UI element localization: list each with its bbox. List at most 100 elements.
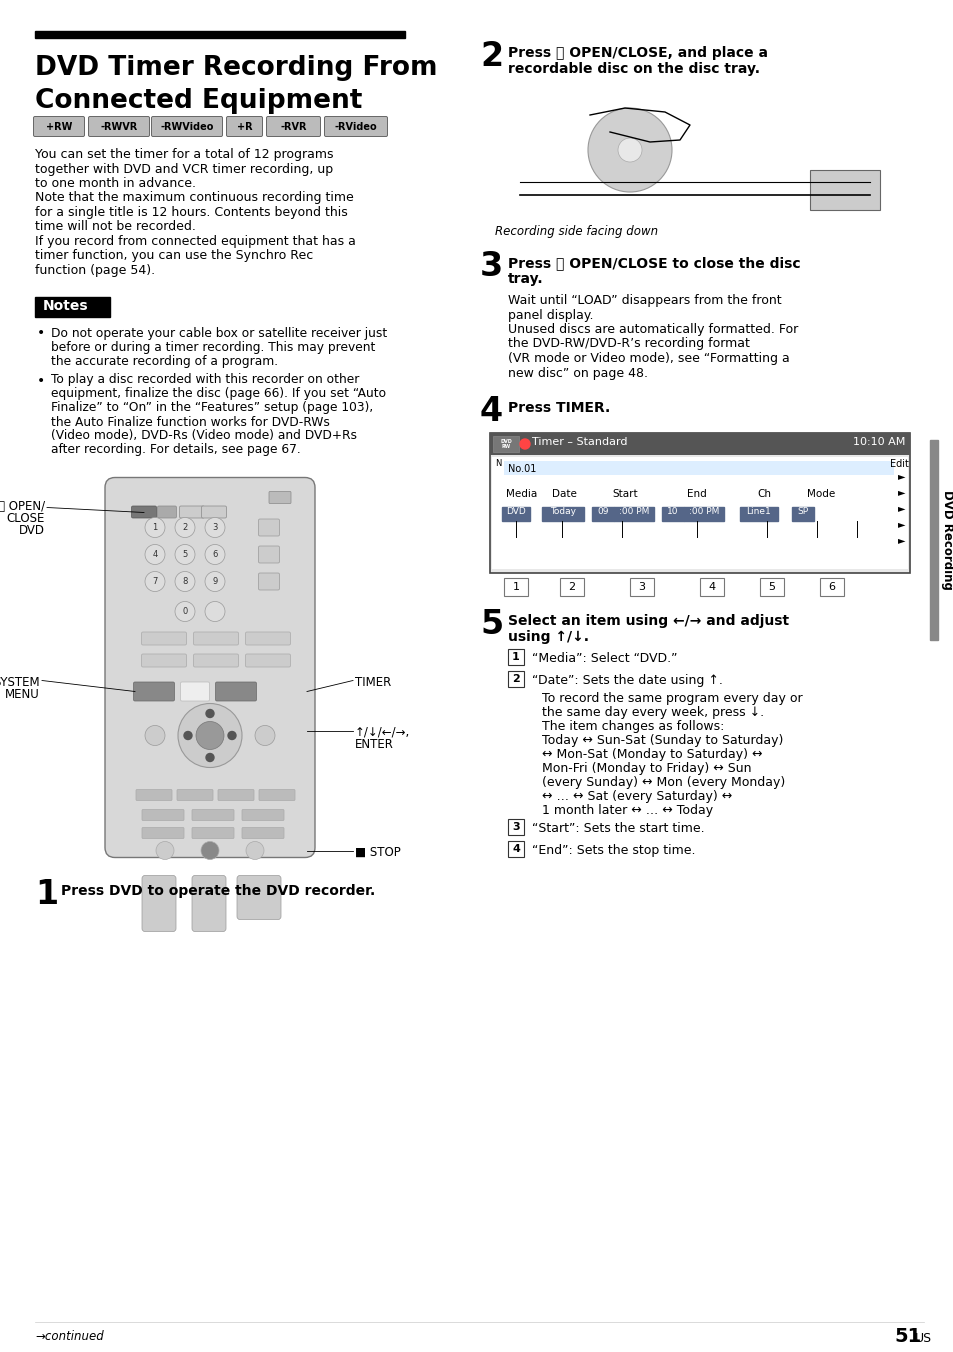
Bar bbox=[490, 91, 889, 220]
Text: Notes: Notes bbox=[43, 299, 89, 312]
Text: CLOSE: CLOSE bbox=[7, 511, 45, 525]
Text: ↔ Mon-Sat (Monday to Saturday) ↔: ↔ Mon-Sat (Monday to Saturday) ↔ bbox=[541, 748, 761, 761]
Text: ↑/↓/←/→,: ↑/↓/←/→, bbox=[355, 726, 410, 738]
Text: DVD
RW: DVD RW bbox=[499, 438, 512, 449]
Text: together with DVD and VCR timer recording, up: together with DVD and VCR timer recordin… bbox=[35, 162, 333, 176]
Text: ►: ► bbox=[897, 519, 904, 529]
Bar bbox=[592, 507, 614, 521]
FancyBboxPatch shape bbox=[192, 876, 226, 932]
Text: 10:10 AM: 10:10 AM bbox=[852, 437, 904, 448]
Circle shape bbox=[254, 726, 274, 745]
Circle shape bbox=[145, 518, 165, 538]
Text: “End”: Sets the stop time.: “End”: Sets the stop time. bbox=[532, 844, 695, 857]
Text: •: • bbox=[37, 373, 45, 388]
Text: the Auto Finalize function works for DVD-RWs: the Auto Finalize function works for DVD… bbox=[51, 415, 330, 429]
FancyBboxPatch shape bbox=[242, 827, 284, 838]
Circle shape bbox=[206, 753, 213, 761]
Bar bbox=[661, 507, 683, 521]
Text: before or during a timer recording. This may prevent: before or during a timer recording. This… bbox=[51, 341, 375, 353]
Text: 2: 2 bbox=[568, 581, 575, 592]
Text: 3: 3 bbox=[213, 523, 217, 531]
Text: 1: 1 bbox=[35, 877, 58, 910]
Text: Recording side facing down: Recording side facing down bbox=[495, 224, 658, 238]
Text: 2: 2 bbox=[479, 41, 502, 73]
Text: to one month in advance.: to one month in advance. bbox=[35, 177, 195, 191]
FancyBboxPatch shape bbox=[180, 681, 210, 700]
Text: :00 PM: :00 PM bbox=[618, 507, 648, 516]
FancyBboxPatch shape bbox=[141, 631, 186, 645]
Text: Start: Start bbox=[612, 489, 637, 499]
Text: DVD Timer Recording From: DVD Timer Recording From bbox=[35, 55, 437, 81]
FancyBboxPatch shape bbox=[141, 654, 186, 667]
Text: End: End bbox=[686, 489, 706, 499]
Text: 1: 1 bbox=[512, 652, 519, 662]
Text: ►: ► bbox=[897, 535, 904, 545]
Text: Mon-Fri (Monday to Friday) ↔ Sun: Mon-Fri (Monday to Friday) ↔ Sun bbox=[541, 763, 751, 775]
Text: (every Sunday) ↔ Mon (every Monday): (every Sunday) ↔ Mon (every Monday) bbox=[541, 776, 784, 790]
Circle shape bbox=[206, 710, 213, 718]
Text: If you record from connected equipment that has a: If you record from connected equipment t… bbox=[35, 235, 355, 247]
Text: Press TIMER.: Press TIMER. bbox=[507, 402, 610, 415]
Circle shape bbox=[145, 572, 165, 592]
Bar bbox=[490, 433, 909, 573]
Text: Connected Equipment: Connected Equipment bbox=[35, 88, 362, 114]
Text: The item changes as follows:: The item changes as follows: bbox=[541, 721, 723, 733]
Text: (VR mode or Video mode), see “Formatting a: (VR mode or Video mode), see “Formatting… bbox=[507, 352, 789, 365]
FancyBboxPatch shape bbox=[258, 546, 279, 562]
FancyBboxPatch shape bbox=[245, 631, 291, 645]
Text: Press ⤒ OPEN/CLOSE, and place a: Press ⤒ OPEN/CLOSE, and place a bbox=[507, 46, 767, 59]
FancyBboxPatch shape bbox=[245, 654, 291, 667]
Text: DVD: DVD bbox=[506, 507, 525, 516]
Bar bbox=[700, 579, 723, 596]
Text: Note that the maximum continuous recording time: Note that the maximum continuous recordi… bbox=[35, 192, 354, 204]
Circle shape bbox=[228, 731, 235, 740]
Bar bbox=[493, 435, 518, 452]
Bar bbox=[503, 579, 527, 596]
Text: 1 month later ↔ … ↔ Today: 1 month later ↔ … ↔ Today bbox=[541, 804, 713, 817]
Text: the accurate recording of a program.: the accurate recording of a program. bbox=[51, 354, 278, 368]
FancyBboxPatch shape bbox=[152, 116, 222, 137]
Text: using ↑/↓.: using ↑/↓. bbox=[507, 630, 588, 644]
Text: US: US bbox=[914, 1332, 931, 1345]
FancyBboxPatch shape bbox=[226, 116, 262, 137]
Text: 8: 8 bbox=[182, 577, 188, 585]
Text: panel display.: panel display. bbox=[507, 308, 593, 322]
Bar bbox=[490, 433, 909, 456]
Text: -RVideo: -RVideo bbox=[335, 122, 377, 131]
Circle shape bbox=[519, 439, 530, 449]
Text: “Start”: Sets the start time.: “Start”: Sets the start time. bbox=[532, 822, 704, 836]
Text: Edit: Edit bbox=[889, 458, 908, 469]
Text: -RVR: -RVR bbox=[280, 122, 307, 131]
Text: 5: 5 bbox=[768, 581, 775, 592]
Text: the same day every week, press ↓.: the same day every week, press ↓. bbox=[541, 706, 763, 719]
Text: “Date”: Sets the date using ↑.: “Date”: Sets the date using ↑. bbox=[532, 675, 722, 687]
FancyBboxPatch shape bbox=[105, 477, 314, 857]
Bar bbox=[503, 461, 893, 475]
FancyBboxPatch shape bbox=[269, 492, 291, 503]
Bar bbox=[507, 819, 523, 836]
Bar bbox=[35, 31, 405, 38]
Text: -RWVideo: -RWVideo bbox=[160, 122, 213, 131]
Text: DVD: DVD bbox=[19, 523, 45, 537]
FancyBboxPatch shape bbox=[192, 827, 233, 838]
Text: Today: Today bbox=[550, 507, 576, 516]
Circle shape bbox=[201, 841, 219, 860]
Bar bbox=[507, 841, 523, 857]
FancyBboxPatch shape bbox=[133, 681, 174, 700]
Text: ►: ► bbox=[897, 503, 904, 512]
Text: +RW: +RW bbox=[46, 122, 72, 131]
Text: ►: ► bbox=[897, 470, 904, 481]
Circle shape bbox=[145, 726, 165, 745]
Circle shape bbox=[205, 602, 225, 622]
Text: •: • bbox=[37, 326, 45, 341]
Text: time will not be recorded.: time will not be recorded. bbox=[35, 220, 195, 234]
Circle shape bbox=[178, 703, 242, 768]
Bar bbox=[507, 649, 523, 665]
Text: equipment, finalize the disc (page 66). If you set “Auto: equipment, finalize the disc (page 66). … bbox=[51, 388, 386, 400]
Text: “Media”: Select “DVD.”: “Media”: Select “DVD.” bbox=[532, 652, 677, 665]
Circle shape bbox=[145, 545, 165, 565]
Text: 3: 3 bbox=[638, 581, 645, 592]
FancyBboxPatch shape bbox=[179, 506, 204, 518]
Circle shape bbox=[195, 722, 224, 749]
Text: 3: 3 bbox=[512, 822, 519, 831]
